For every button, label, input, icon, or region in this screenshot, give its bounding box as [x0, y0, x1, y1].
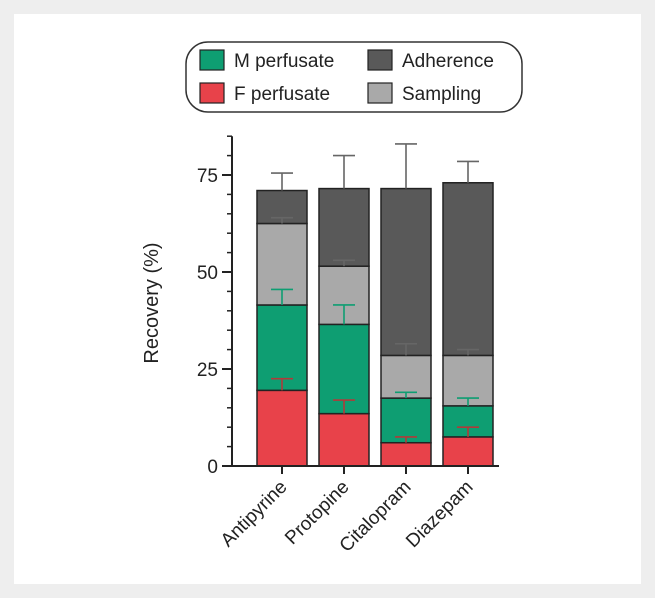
x-tick-label-diazepam: Diazepam [402, 477, 477, 552]
bar-citalopram-m-perfusate [380, 397, 432, 444]
bar-citalopram-sampling [380, 354, 432, 399]
bar-citalopram-f-perfusate [380, 441, 432, 467]
legend-label-sampling: Sampling [402, 84, 481, 105]
legend-item-sampling: Sampling [367, 82, 481, 105]
error-bar-protopine-m-perfusate [333, 304, 355, 325]
error-bar-diazepam-f-perfusate [457, 426, 479, 437]
legend-label-adherence: Adherence [402, 51, 494, 72]
legend-swatch-m-perfusate [199, 49, 225, 71]
legend-item-f-perfusate: F perfusate [199, 82, 330, 105]
y-tick-label-50: 50 [197, 263, 218, 284]
y-axis-title: Recovery (%) [141, 242, 163, 363]
bars [256, 182, 494, 467]
error-bar-antipyrine-f-perfusate [271, 377, 293, 391]
legend-swatch-adherence [367, 49, 393, 71]
legend: M perfusate Adherence F perfusate Sampling [185, 41, 523, 113]
error-bar-protopine-f-perfusate [333, 399, 355, 414]
error-bar-diazepam-m-perfusate [457, 397, 479, 406]
error-bar-citalopram-sampling [395, 342, 417, 356]
y-tick-label-25: 25 [197, 360, 218, 381]
bar-citalopram-adherence [380, 187, 432, 357]
error-bar-antipyrine-m-perfusate [271, 288, 293, 305]
legend-item-m-perfusate: M perfusate [199, 49, 334, 72]
legend-item-adherence: Adherence [367, 49, 494, 72]
x-tick-label-antipyrine: Antipyrine [217, 477, 292, 552]
error-bar-diazepam-adherence [457, 160, 479, 183]
error-bar-diazepam-sampling [457, 348, 479, 356]
bar-protopine-adherence [318, 187, 370, 267]
bar-protopine-m-perfusate [318, 323, 370, 415]
error-bar-citalopram-f-perfusate [395, 436, 417, 443]
error-bar-antipyrine-sampling [271, 216, 293, 224]
y-tick-label-0: 0 [207, 457, 218, 478]
legend-label-m-perfusate: M perfusate [234, 51, 334, 72]
error-bar-protopine-sampling [333, 259, 355, 267]
bar-antipyrine-f-perfusate [256, 389, 308, 467]
legend-box [185, 41, 523, 113]
legend-label-f-perfusate: F perfusate [234, 84, 330, 105]
error-bar-citalopram-m-perfusate [395, 391, 417, 399]
bar-protopine-f-perfusate [318, 412, 370, 467]
bar-diazepam-f-perfusate [442, 436, 494, 467]
y-tick-label-75: 75 [197, 166, 218, 187]
error-bar-antipyrine-adherence [271, 172, 293, 191]
error-bar-citalopram-adherence [395, 143, 417, 189]
error-bar-protopine-adherence [333, 154, 355, 189]
legend-swatch-sampling [367, 82, 393, 104]
bar-antipyrine-m-perfusate [256, 304, 308, 392]
error-bars [271, 143, 479, 443]
bar-diazepam-adherence [442, 182, 494, 357]
legend-swatch-f-perfusate [199, 82, 225, 104]
